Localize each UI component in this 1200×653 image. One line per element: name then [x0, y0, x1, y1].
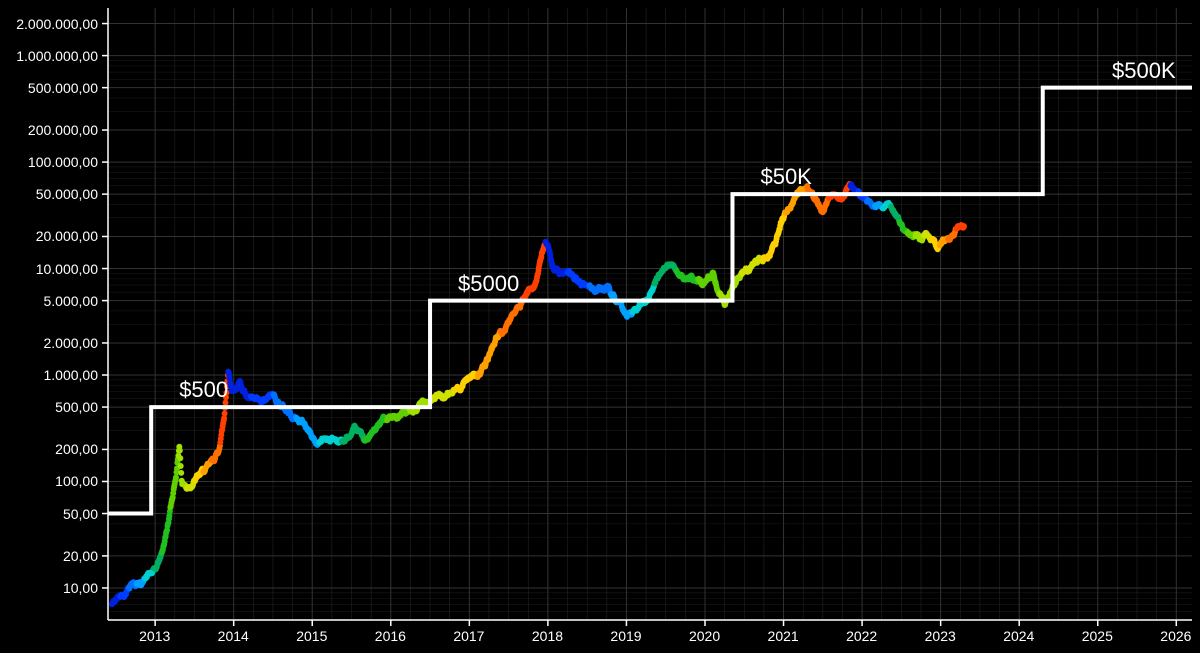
chart-svg: [0, 0, 1200, 648]
step-label: $5000: [458, 271, 519, 297]
y-axis-tick-label: 500.000,00: [28, 80, 98, 96]
y-axis-tick-label: 200,00: [55, 441, 98, 457]
y-axis-tick-label: 50,00: [63, 506, 98, 522]
step-label: $500: [179, 377, 228, 403]
y-axis-tick-label: 5.000,00: [44, 293, 99, 309]
x-axis-tick-label: 2017: [453, 628, 484, 644]
x-axis-tick-label: 2023: [925, 628, 956, 644]
y-axis-tick-label: 200.000,00: [28, 122, 98, 138]
price-chart: 10,00 20,00 50,00 100,00 200,00 500,00 1.000,0…: [0, 0, 1200, 648]
y-axis-tick-label: 500,00: [55, 399, 98, 415]
y-axis-tick-label: 10.000,00: [36, 261, 98, 277]
x-axis-tick-label: 2024: [1003, 628, 1034, 644]
x-axis-tick-label: 2013: [139, 628, 170, 644]
x-axis-tick-label: 2019: [610, 628, 641, 644]
y-axis-tick-label: 50.000,00: [36, 186, 98, 202]
x-axis-tick-label: 2021: [768, 628, 799, 644]
step-label: $500K: [1112, 58, 1176, 84]
x-axis-tick-label: 2018: [532, 628, 563, 644]
y-axis-tick-label: 1.000,00: [44, 367, 99, 383]
step-label: $50K: [760, 164, 811, 190]
x-axis-tick-label: 2016: [375, 628, 406, 644]
y-axis-tick-label: 20.000,00: [36, 228, 98, 244]
y-axis-tick-label: 1.000.000,00: [16, 48, 98, 64]
y-axis-tick-label: 2.000.000,00: [16, 16, 98, 32]
y-axis-tick-label: 10,00: [63, 580, 98, 596]
y-axis-tick-label: 100,00: [55, 473, 98, 489]
x-axis-tick-label: 2015: [296, 628, 327, 644]
x-axis-tick-label: 2014: [218, 628, 249, 644]
x-axis-tick-label: 2026: [1160, 628, 1191, 644]
x-axis-tick-label: 2022: [846, 628, 877, 644]
x-axis-tick-label: 2020: [689, 628, 720, 644]
y-axis-tick-label: 2.000,00: [44, 335, 99, 351]
x-axis-tick-label: 2025: [1082, 628, 1113, 644]
y-axis-tick-label: 100.000,00: [28, 154, 98, 170]
y-axis-tick-label: 20,00: [63, 548, 98, 564]
